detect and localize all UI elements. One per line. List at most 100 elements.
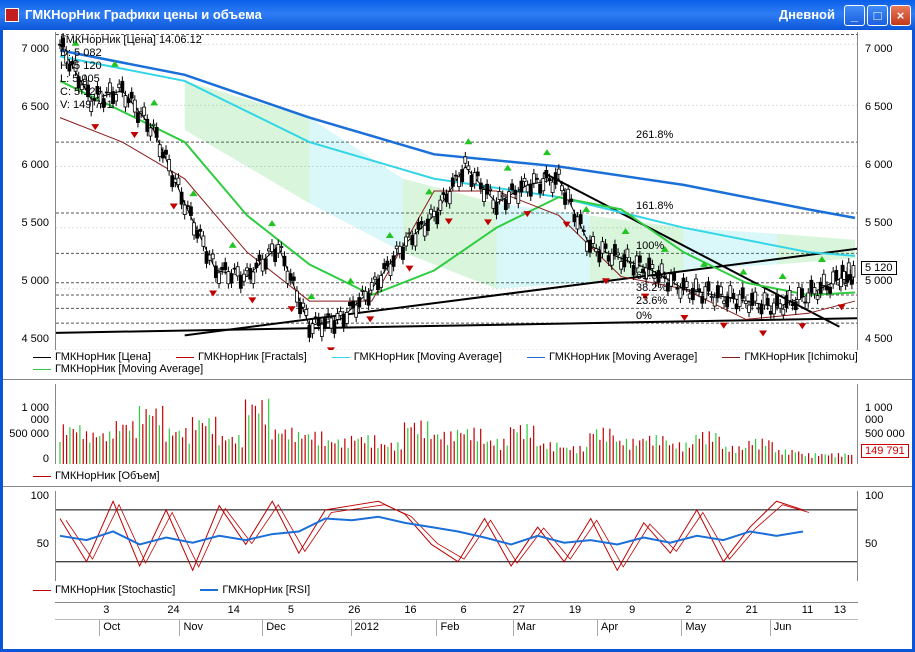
legend-item-stochastic[interactable]: ГМКНорНик [Stochastic] [33, 584, 175, 596]
time-axis-day-label: 16 [404, 604, 417, 616]
candle-body [815, 295, 820, 300]
candle-body [92, 98, 97, 101]
candle-body [270, 243, 274, 253]
fibonacci-level-label: 161.8% [636, 200, 674, 212]
legend-item-price[interactable]: ГМКНорНик [Цена] [33, 351, 151, 363]
osc-axis-right: 100 50 [865, 489, 909, 579]
candle-body [831, 271, 836, 285]
osc-plot-area[interactable] [55, 491, 858, 581]
candle-body [279, 246, 284, 248]
candle-body [251, 271, 256, 284]
legend-item-ichimoku[interactable]: ГМКНорНик [Ichimoku] [722, 351, 858, 363]
candle-body [666, 282, 670, 292]
ichimoku-line [59, 117, 856, 320]
fractal-up-marker [346, 277, 355, 284]
legend-item-ma-slow[interactable]: ГМКНорНик [Moving Average] [527, 351, 697, 363]
legend-item-ma-fast[interactable]: ГМКНорНик [Moving Average] [331, 351, 502, 363]
candle-body [485, 183, 490, 195]
candle-body [687, 293, 692, 299]
candle-body [160, 151, 165, 159]
trendline-rising [184, 247, 857, 337]
legend-item-ma-green[interactable]: ГМКНорНик [Moving Average] [33, 363, 203, 375]
time-axis-month-separator [179, 620, 181, 636]
candle-body [257, 254, 262, 261]
candle-body [475, 171, 480, 177]
close-button[interactable]: × [890, 5, 911, 26]
candle-body [644, 267, 649, 280]
volume-legend: ГМКНорНик [Объем] [33, 470, 182, 482]
time-axis-day-label: 3 [103, 604, 110, 616]
candle-body [248, 267, 253, 280]
title-bar[interactable]: ГМКНорНик Графики цены и объема Дневной … [0, 0, 915, 30]
ohlc-open: D: 5 082 [60, 47, 102, 59]
time-axis[interactable]: 3 24 14 5 26 16 6 27 19 9 2 21 11 13 Oct Nov Dec 2012 Feb… [55, 602, 858, 636]
legend-item-volume[interactable]: ГМКНорНик [Объем] [33, 470, 160, 482]
candle-body [497, 191, 502, 200]
candle-body [622, 254, 627, 268]
candle-body [388, 263, 393, 276]
candle-body [407, 232, 412, 235]
candle-body [821, 273, 826, 286]
candle-body [64, 50, 69, 64]
candle-body [295, 290, 299, 303]
candle-body [204, 251, 209, 264]
candle-body [528, 183, 533, 197]
candle-body [201, 235, 206, 247]
candle-body [232, 267, 237, 270]
candle-body [260, 258, 265, 272]
fractal-down-marker [405, 265, 414, 272]
fibonacci-level-label: 100% [636, 240, 665, 253]
candle-body [391, 255, 396, 267]
legend-item-fractals[interactable]: ГМКНорНик [Fractals] [176, 351, 307, 363]
fractal-up-marker [503, 164, 512, 171]
candle-body [254, 262, 259, 269]
candle-body [772, 302, 776, 315]
price-plot-area[interactable]: ГМКНорНик [Цена] 14.06.12 D: 5 082 H: 5 … [55, 32, 858, 350]
ohlc-high: H: 5 120 [60, 60, 102, 72]
candle-body [441, 192, 446, 195]
candle-body [625, 248, 630, 259]
candle-body [740, 287, 745, 299]
candle-body [800, 288, 804, 298]
app-icon [5, 8, 19, 22]
candle-body [139, 111, 143, 114]
candle-body [591, 236, 596, 244]
oscillator-pane[interactable]: 100 50 100 50 ГМКНорНик [Stochastic] ГМК… [3, 489, 912, 602]
candle-body [435, 211, 440, 225]
candle-body [690, 287, 695, 301]
candle-body [846, 262, 851, 276]
ichimoku-cloud [309, 117, 403, 253]
candle-body [360, 289, 365, 292]
candle-body [544, 169, 549, 179]
candle-body [466, 165, 471, 170]
candle-body [129, 91, 134, 99]
candle-body [463, 156, 468, 164]
candle-body [170, 175, 175, 188]
last-price-marker: 5 120 [861, 261, 897, 275]
time-axis-day-label: 5 [287, 604, 294, 616]
candle-body [132, 99, 137, 113]
candle-body [148, 127, 153, 137]
candle-body [775, 293, 779, 307]
time-axis-day-label: 13 [833, 604, 847, 616]
minimize-button[interactable]: _ [844, 5, 865, 26]
fractal-up-marker [268, 220, 276, 227]
candle-body [681, 277, 686, 291]
volume-pane[interactable]: 1 000 000 500 000 0 1 000 000 500 000 14… [3, 382, 912, 487]
candle-body [725, 296, 730, 308]
candle-body [784, 295, 789, 308]
candle-body [164, 149, 168, 155]
legend-item-rsi[interactable]: ГМКНорНик [RSI] [200, 584, 310, 596]
time-axis-day-label: 21 [745, 604, 758, 616]
candle-body [363, 290, 368, 301]
candle-body [578, 214, 583, 225]
maximize-button[interactable]: □ [867, 5, 888, 26]
candle-body [394, 245, 399, 250]
candle-body [510, 183, 514, 191]
candle-body [319, 323, 324, 337]
fractal-down-marker [326, 347, 335, 350]
volume-plot-area[interactable] [55, 384, 858, 464]
candle-body [507, 191, 511, 205]
candle-body [313, 316, 318, 319]
price-pane[interactable]: 7 000 6 500 6 000 5 500 5 000 4 500 7 00… [3, 30, 912, 380]
